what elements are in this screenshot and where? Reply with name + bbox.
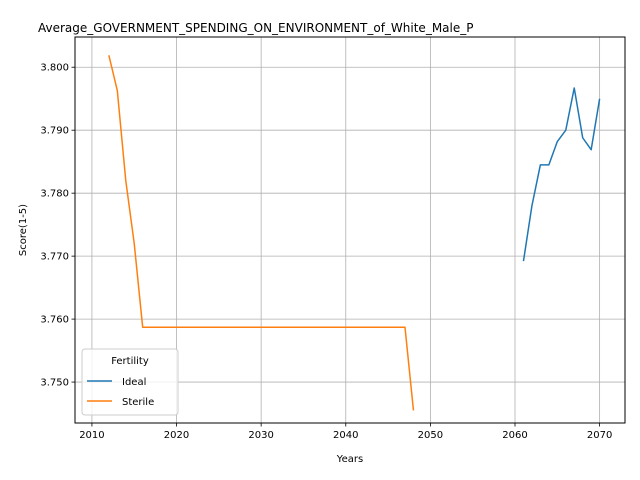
series-line-ideal xyxy=(522,87,601,262)
x-tick-label: 2020 xyxy=(164,430,189,441)
y-tick-label: 3.770 xyxy=(40,252,69,263)
x-tick-label: 2040 xyxy=(333,430,358,441)
chart-title: Average_GOVERNMENT_SPENDING_ON_ENVIRONME… xyxy=(38,21,473,35)
y-axis-label: Score(1-5) xyxy=(18,204,29,256)
series-line-sterile xyxy=(108,55,415,411)
y-tick-label: 3.750 xyxy=(40,378,69,389)
legend-title: Fertility xyxy=(111,356,149,367)
grid-lines xyxy=(75,37,625,423)
x-tick-label: 2070 xyxy=(587,430,612,441)
x-axis-ticks: 2010 2020 2030 2040 2050 2060 2070 xyxy=(79,423,612,441)
y-tick-label: 3.760 xyxy=(40,315,69,326)
legend-label-sterile: Sterile xyxy=(122,397,154,408)
x-tick-label: 2050 xyxy=(418,430,443,441)
legend-items: Ideal Sterile xyxy=(87,377,154,408)
legend-label-ideal: Ideal xyxy=(122,377,146,388)
x-tick-label: 2030 xyxy=(248,430,273,441)
plot-area-frame xyxy=(74,36,626,424)
x-axis-label: Years xyxy=(336,454,363,465)
y-axis-ticks: 3.750 3.760 3.770 3.780 3.790 3.800 xyxy=(40,63,75,389)
series-lines xyxy=(108,55,601,411)
y-tick-label: 3.790 xyxy=(40,126,69,137)
legend-box xyxy=(81,348,179,416)
x-tick-label: 2010 xyxy=(79,430,104,441)
legend: Fertility Ideal Sterile xyxy=(81,348,179,416)
y-tick-label: 3.800 xyxy=(40,63,69,74)
y-tick-label: 3.780 xyxy=(40,189,69,200)
x-tick-label: 2060 xyxy=(502,430,527,441)
